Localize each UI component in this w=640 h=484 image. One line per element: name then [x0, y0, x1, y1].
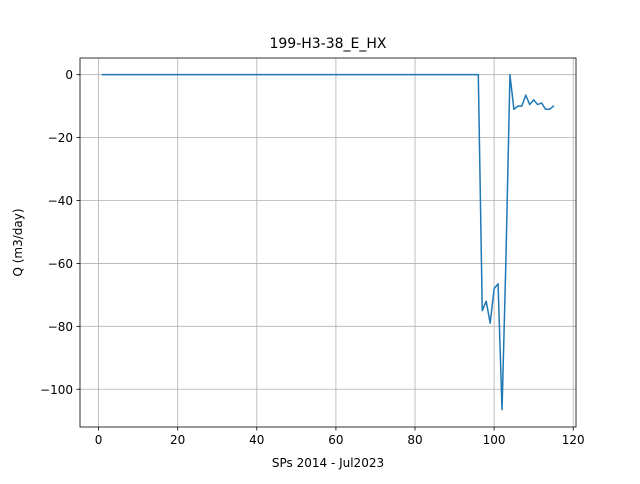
y-tick-label: −100 — [40, 383, 73, 397]
series-line — [101, 73, 555, 411]
tick-layer: 0 20 40 60 80 100 120 0 −20 −40 −60 −80 −100 — [40, 68, 585, 447]
x-tick-label: 100 — [483, 433, 506, 447]
x-tick-label: 120 — [562, 433, 585, 447]
series-layer — [101, 73, 555, 411]
x-tick-label: 20 — [170, 433, 185, 447]
x-axis-label: SPs 2014 - Jul2023 — [272, 456, 384, 470]
chart-title: 199-H3-38_E_HX — [269, 36, 386, 52]
y-tick-label: −20 — [48, 131, 73, 145]
y-tick-label: 0 — [65, 68, 73, 82]
y-tick-label: −40 — [48, 194, 73, 208]
x-tick-label: 40 — [249, 433, 264, 447]
x-tick-label: 0 — [95, 433, 103, 447]
y-axis-label: Q (m3/day) — [11, 208, 25, 276]
grid — [80, 58, 576, 427]
x-tick-label: 80 — [407, 433, 422, 447]
y-tick-label: −60 — [48, 257, 73, 271]
x-tick-label: 60 — [328, 433, 343, 447]
plot-frame — [79, 57, 577, 428]
y-tick-label: −80 — [48, 320, 73, 334]
